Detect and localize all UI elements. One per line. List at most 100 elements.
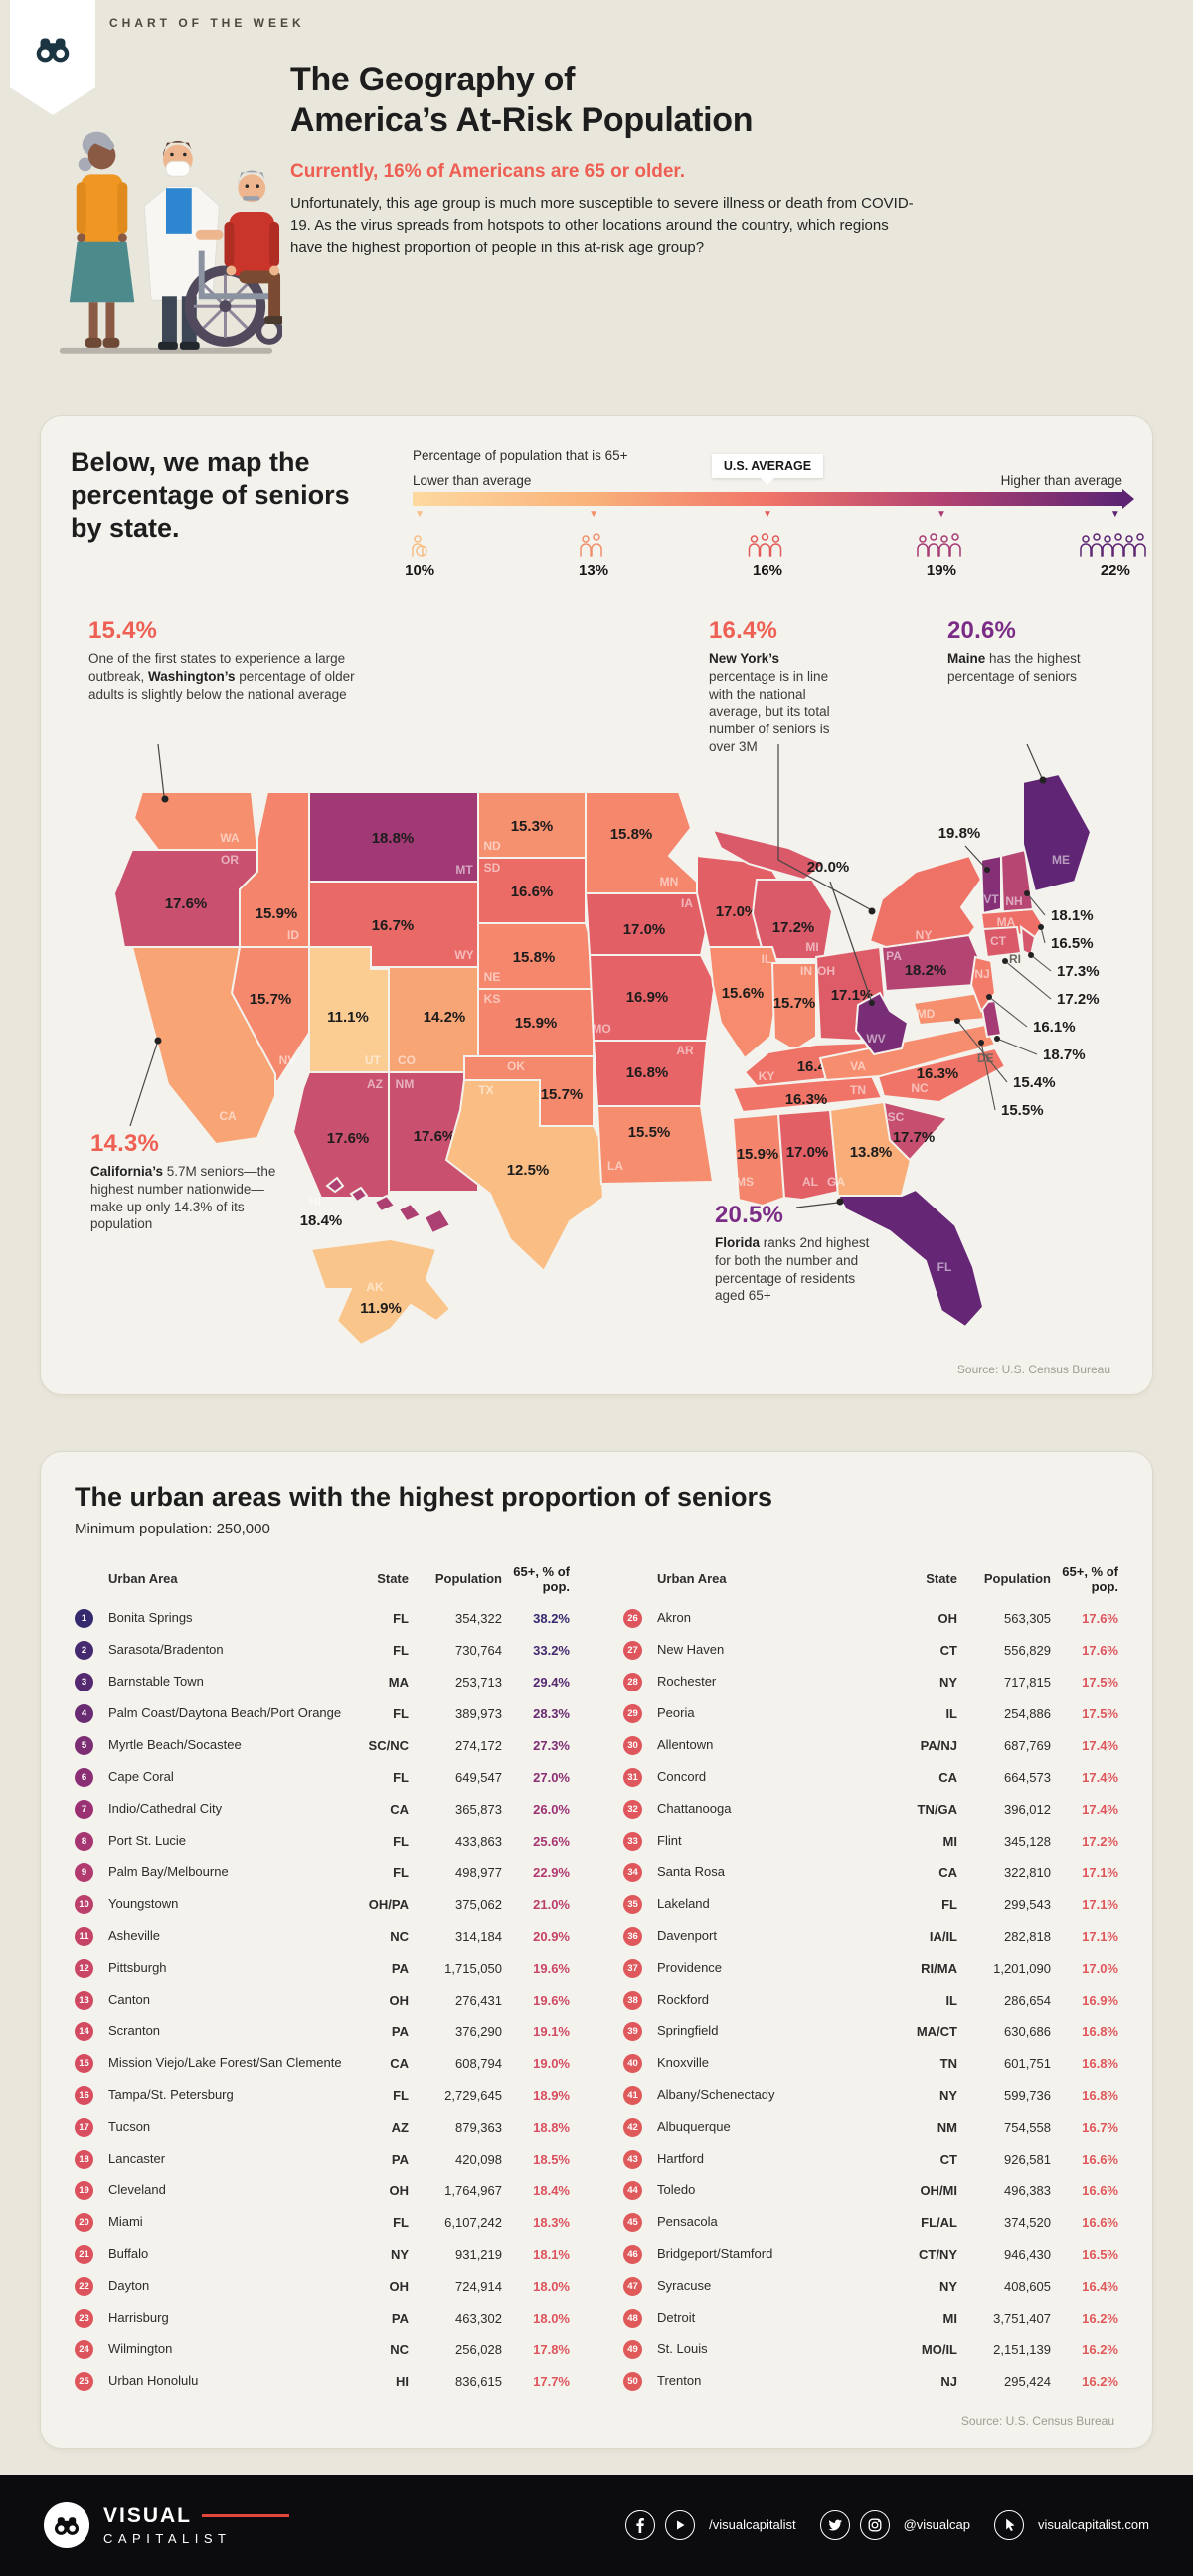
urban-area-pct: 16.2% <box>1082 2342 1118 2357</box>
state-KS: KS 15.9% <box>477 988 595 1057</box>
urban-area-pct: 16.8% <box>1082 2024 1118 2039</box>
urban-area-name: Wilmington <box>108 2341 173 2357</box>
table-row: 40 Knoxville TN 601,751 16.8% <box>623 2048 1118 2080</box>
rank-badge: 45 <box>623 2213 642 2232</box>
state-abbr-VT: VT <box>983 892 999 906</box>
legend-higher-label: Higher than average <box>1000 473 1122 488</box>
urban-area-population: 1,764,967 <box>444 2183 502 2198</box>
leader-MD: 15.4% <box>954 1018 1056 1091</box>
table-row: 2 Sarasota/Bradenton FL 730,764 33.2% <box>75 1635 570 1667</box>
urban-area-population: 6,107,242 <box>444 2215 502 2230</box>
urban-area-state: CT/NY <box>919 2247 957 2262</box>
urban-area-population: 463,302 <box>455 2311 502 2326</box>
urban-area-pct: 20.9% <box>533 1929 570 1944</box>
urban-area-name: Flint <box>657 1833 682 1849</box>
instagram-icon[interactable] <box>859 2509 890 2540</box>
rank-badge: 5 <box>75 1736 93 1755</box>
table-row: 21 Buffalo NY 931,219 18.1% <box>75 2239 570 2271</box>
urban-area-state: FL <box>393 2215 409 2230</box>
urban-area-pct: 21.0% <box>533 1897 570 1912</box>
hero-section: CHART OF THE WEEK <box>0 0 1193 415</box>
state-abbr-KS: KS <box>484 992 501 1006</box>
cursor-icon[interactable] <box>994 2509 1024 2540</box>
urban-area-pct: 17.4% <box>1082 1738 1118 1753</box>
urban-area-name: Pittsburgh <box>108 1960 167 1976</box>
urban-area-pct: 27.0% <box>533 1770 570 1785</box>
state-value-WY: 16.7% <box>372 917 415 934</box>
leader-VA: 15.5% <box>978 1040 1044 1119</box>
urban-area-state: FL/AL <box>921 2215 957 2230</box>
state-abbr-AK: AK <box>366 1280 384 1294</box>
facebook-icon[interactable] <box>625 2509 656 2540</box>
state-HI: HI 18.4% <box>300 1176 452 1235</box>
urban-area-pct: 16.5% <box>1082 2247 1118 2262</box>
tick-label: 22% <box>1100 563 1130 579</box>
table-row: 11 Asheville NC 314,184 20.9% <box>75 1921 570 1953</box>
rank-badge: 16 <box>75 2086 93 2105</box>
state-TX: TX 12.5% <box>444 1079 605 1273</box>
urban-area-name: Peoria <box>657 1705 695 1721</box>
us-choropleth-map: 15.4% One of the first states to experie… <box>71 613 1124 1380</box>
rank-badge: 21 <box>75 2245 93 2264</box>
urban-area-name: Toledo <box>657 2182 696 2198</box>
urban-area-name: Port St. Lucie <box>108 1833 187 1849</box>
facebook-youtube-handle[interactable]: /visualcapitalist <box>709 2517 796 2532</box>
urban-area-pct: 18.0% <box>533 2311 570 2326</box>
urban-area-population: 664,573 <box>1004 1770 1051 1785</box>
urban-area-name: Urban Honolulu <box>108 2373 199 2389</box>
urban-areas-table-right: Urban Area State Population 65+, % of pop. 2… <box>623 1557 1118 2398</box>
urban-area-state: TN <box>939 2056 957 2071</box>
urban-area-pct: 28.3% <box>533 1706 570 1721</box>
website-link[interactable]: visualcapitalist.com <box>1038 2517 1149 2532</box>
urban-area-state: PA/NJ <box>920 1738 957 1753</box>
state-NE: NE 15.8% <box>477 922 595 990</box>
table-row: 28 Rochester NY 717,815 17.5% <box>623 1667 1118 1698</box>
legend-lower-label: Lower than average <box>413 473 532 488</box>
urban-area-population: 314,184 <box>455 1929 502 1944</box>
urban-area-name: Harrisburg <box>108 2310 169 2326</box>
urban-area-name: Rochester <box>657 1674 717 1690</box>
state-abbr-PA: PA <box>886 949 902 963</box>
state-IN: IN 15.7% <box>770 962 817 1052</box>
state-value-PA: 18.2% <box>905 962 947 979</box>
svg-text:17.2%: 17.2% <box>1057 991 1100 1008</box>
footer-brand: VISUAL CAPITALIST <box>44 2501 290 2548</box>
legend-tick-19%: ▼ 19% <box>914 510 969 579</box>
rank-badge: 20 <box>75 2213 93 2232</box>
rank-badge: 41 <box>623 2086 642 2105</box>
float-label-VT: 19.8% <box>938 825 990 873</box>
urban-area-name: Rockford <box>657 1992 710 2008</box>
table-card: The urban areas with the highest proport… <box>40 1451 1153 2449</box>
legend-tick-10%: ▼ 10% <box>405 510 435 580</box>
state-IL: IL 15.6% <box>707 946 782 1060</box>
rank-badge: 4 <box>75 1704 93 1723</box>
state-NY: NY <box>868 854 983 949</box>
urban-area-population: 601,751 <box>1004 2056 1051 2071</box>
seniors-group-icon <box>914 526 969 560</box>
tick-label: 10% <box>405 563 435 579</box>
urban-area-pct: 17.1% <box>1082 1929 1118 1944</box>
urban-area-pct: 19.0% <box>533 2056 570 2071</box>
state-abbr-MA: MA <box>997 915 1016 929</box>
urban-area-state: IL <box>945 1993 957 2008</box>
rank-badge: 27 <box>623 1641 642 1660</box>
urban-area-name: Trenton <box>657 2373 702 2389</box>
table-row: 43 Hartford CT 926,581 16.6% <box>623 2144 1118 2175</box>
urban-area-population: 563,305 <box>1004 1611 1051 1626</box>
state-WV: WV <box>854 991 910 1056</box>
rank-badge: 36 <box>623 1927 642 1946</box>
state-abbr-TX: TX <box>478 1083 493 1097</box>
urban-area-pct: 17.5% <box>1082 1675 1118 1690</box>
twitter-icon[interactable] <box>819 2509 850 2540</box>
state-ID: ID 15.9% <box>239 791 310 948</box>
twitter-instagram-handle[interactable]: @visualcap <box>903 2517 970 2532</box>
urban-area-pct: 17.6% <box>1082 1611 1118 1626</box>
state-AK: AK 11.9% <box>309 1237 452 1347</box>
state-value-OR: 17.6% <box>165 895 208 912</box>
urban-area-population: 1,201,090 <box>993 1961 1051 1976</box>
rank-badge: 18 <box>75 2150 93 2169</box>
urban-area-name: Allentown <box>657 1737 714 1753</box>
youtube-icon[interactable] <box>665 2509 696 2540</box>
urban-area-state: MI <box>942 2311 957 2326</box>
urban-area-name: Chattanooga <box>657 1801 732 1817</box>
